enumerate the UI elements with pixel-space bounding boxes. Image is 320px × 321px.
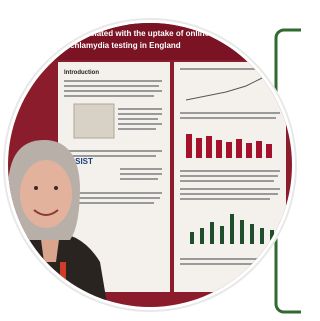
lanyard xyxy=(60,262,66,321)
person-eye xyxy=(54,186,58,190)
section-heading: Introduction xyxy=(64,70,99,76)
page: rs associated with the uptake of online … xyxy=(0,0,301,321)
person-eye xyxy=(34,186,38,190)
poster-title: chlamydia testing in England xyxy=(70,41,181,50)
photo: rs associated with the uptake of online … xyxy=(0,0,301,321)
kit-photo xyxy=(74,104,114,138)
person-face xyxy=(20,160,72,228)
scene: rs associated with the uptake of online … xyxy=(0,0,301,321)
